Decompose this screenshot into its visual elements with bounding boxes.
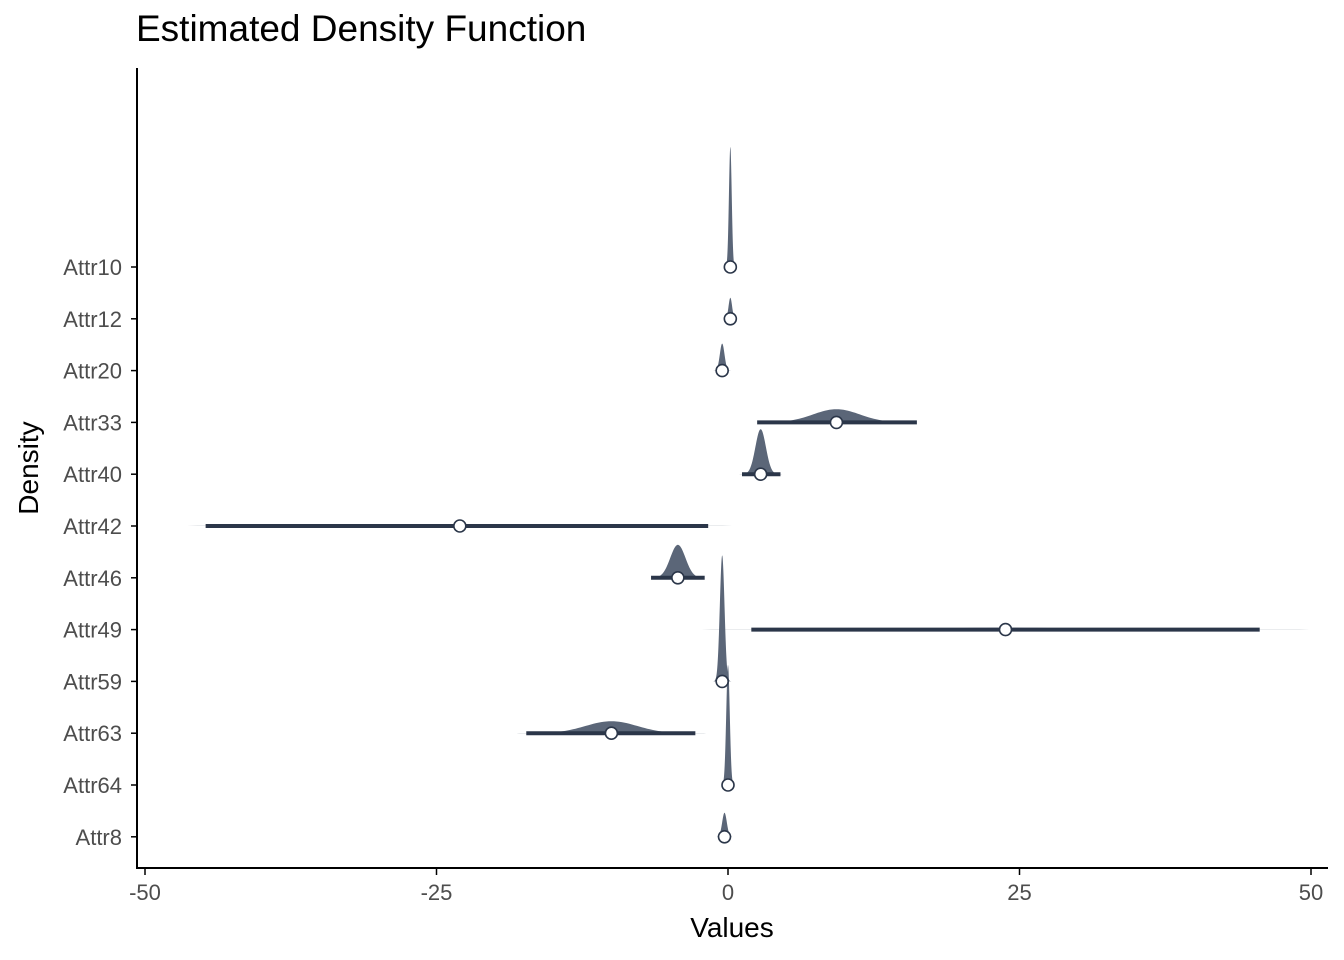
median-point-attr40 xyxy=(753,467,768,482)
median-point-attr8 xyxy=(717,829,732,844)
y-tick-label-attr46: Attr46 xyxy=(63,566,122,591)
x-axis-ticks: -50 -25 0 25 50 xyxy=(129,868,1323,905)
density-ridge-attr64 xyxy=(721,665,735,785)
y-axis-ticks: Attr10 Attr12 Attr20 Attr33 Attr40 Attr42 Attr… xyxy=(63,255,137,850)
median-point-attr42 xyxy=(453,519,467,533)
median-point-attr12 xyxy=(723,311,738,326)
median-point-attr59 xyxy=(715,674,729,689)
x-tick-label: -50 xyxy=(129,880,161,905)
median-point-attr49 xyxy=(998,622,1013,637)
density-ridge-attr46 xyxy=(647,544,709,578)
x-tick-label: -25 xyxy=(421,880,453,905)
density-ridge-attr8 xyxy=(715,812,734,837)
median-point-layer xyxy=(453,260,1013,844)
median-point-attr63 xyxy=(604,726,619,741)
median-point-attr64 xyxy=(721,778,735,792)
y-axis-title: Density xyxy=(13,421,44,514)
density-ridge-attr10 xyxy=(724,147,736,267)
median-point-attr33 xyxy=(829,415,844,430)
chart-title: Estimated Density Function xyxy=(136,8,587,49)
density-ridge-attr12 xyxy=(723,297,738,319)
y-tick-label-attr40: Attr40 xyxy=(63,462,122,487)
y-tick-label-attr33: Attr33 xyxy=(63,410,122,435)
y-tick-label-attr64: Attr64 xyxy=(63,773,122,798)
x-tick-label: 25 xyxy=(1007,880,1031,905)
density-ridge-attr40 xyxy=(739,429,782,475)
interval-layer xyxy=(205,265,1260,839)
median-point-attr20 xyxy=(715,363,729,378)
y-tick-label-attr59: Attr59 xyxy=(63,669,122,694)
density-ridge-attr59 xyxy=(712,555,732,682)
density-ridge-attr20 xyxy=(712,343,732,371)
y-tick-label-attr49: Attr49 xyxy=(63,618,122,643)
x-tick-label: 0 xyxy=(722,880,734,905)
y-tick-label-attr12: Attr12 xyxy=(63,307,122,332)
median-point-attr10 xyxy=(723,260,738,274)
y-tick-label-attr10: Attr10 xyxy=(63,255,122,280)
x-axis-title: Values xyxy=(690,912,774,943)
median-point-attr46 xyxy=(671,570,685,585)
y-tick-label-attr42: Attr42 xyxy=(63,514,122,539)
x-tick-label: 50 xyxy=(1299,880,1323,905)
y-tick-label-attr20: Attr20 xyxy=(63,359,122,384)
y-tick-label-attr8: Attr8 xyxy=(76,825,122,850)
y-tick-label-attr63: Attr63 xyxy=(63,721,122,746)
